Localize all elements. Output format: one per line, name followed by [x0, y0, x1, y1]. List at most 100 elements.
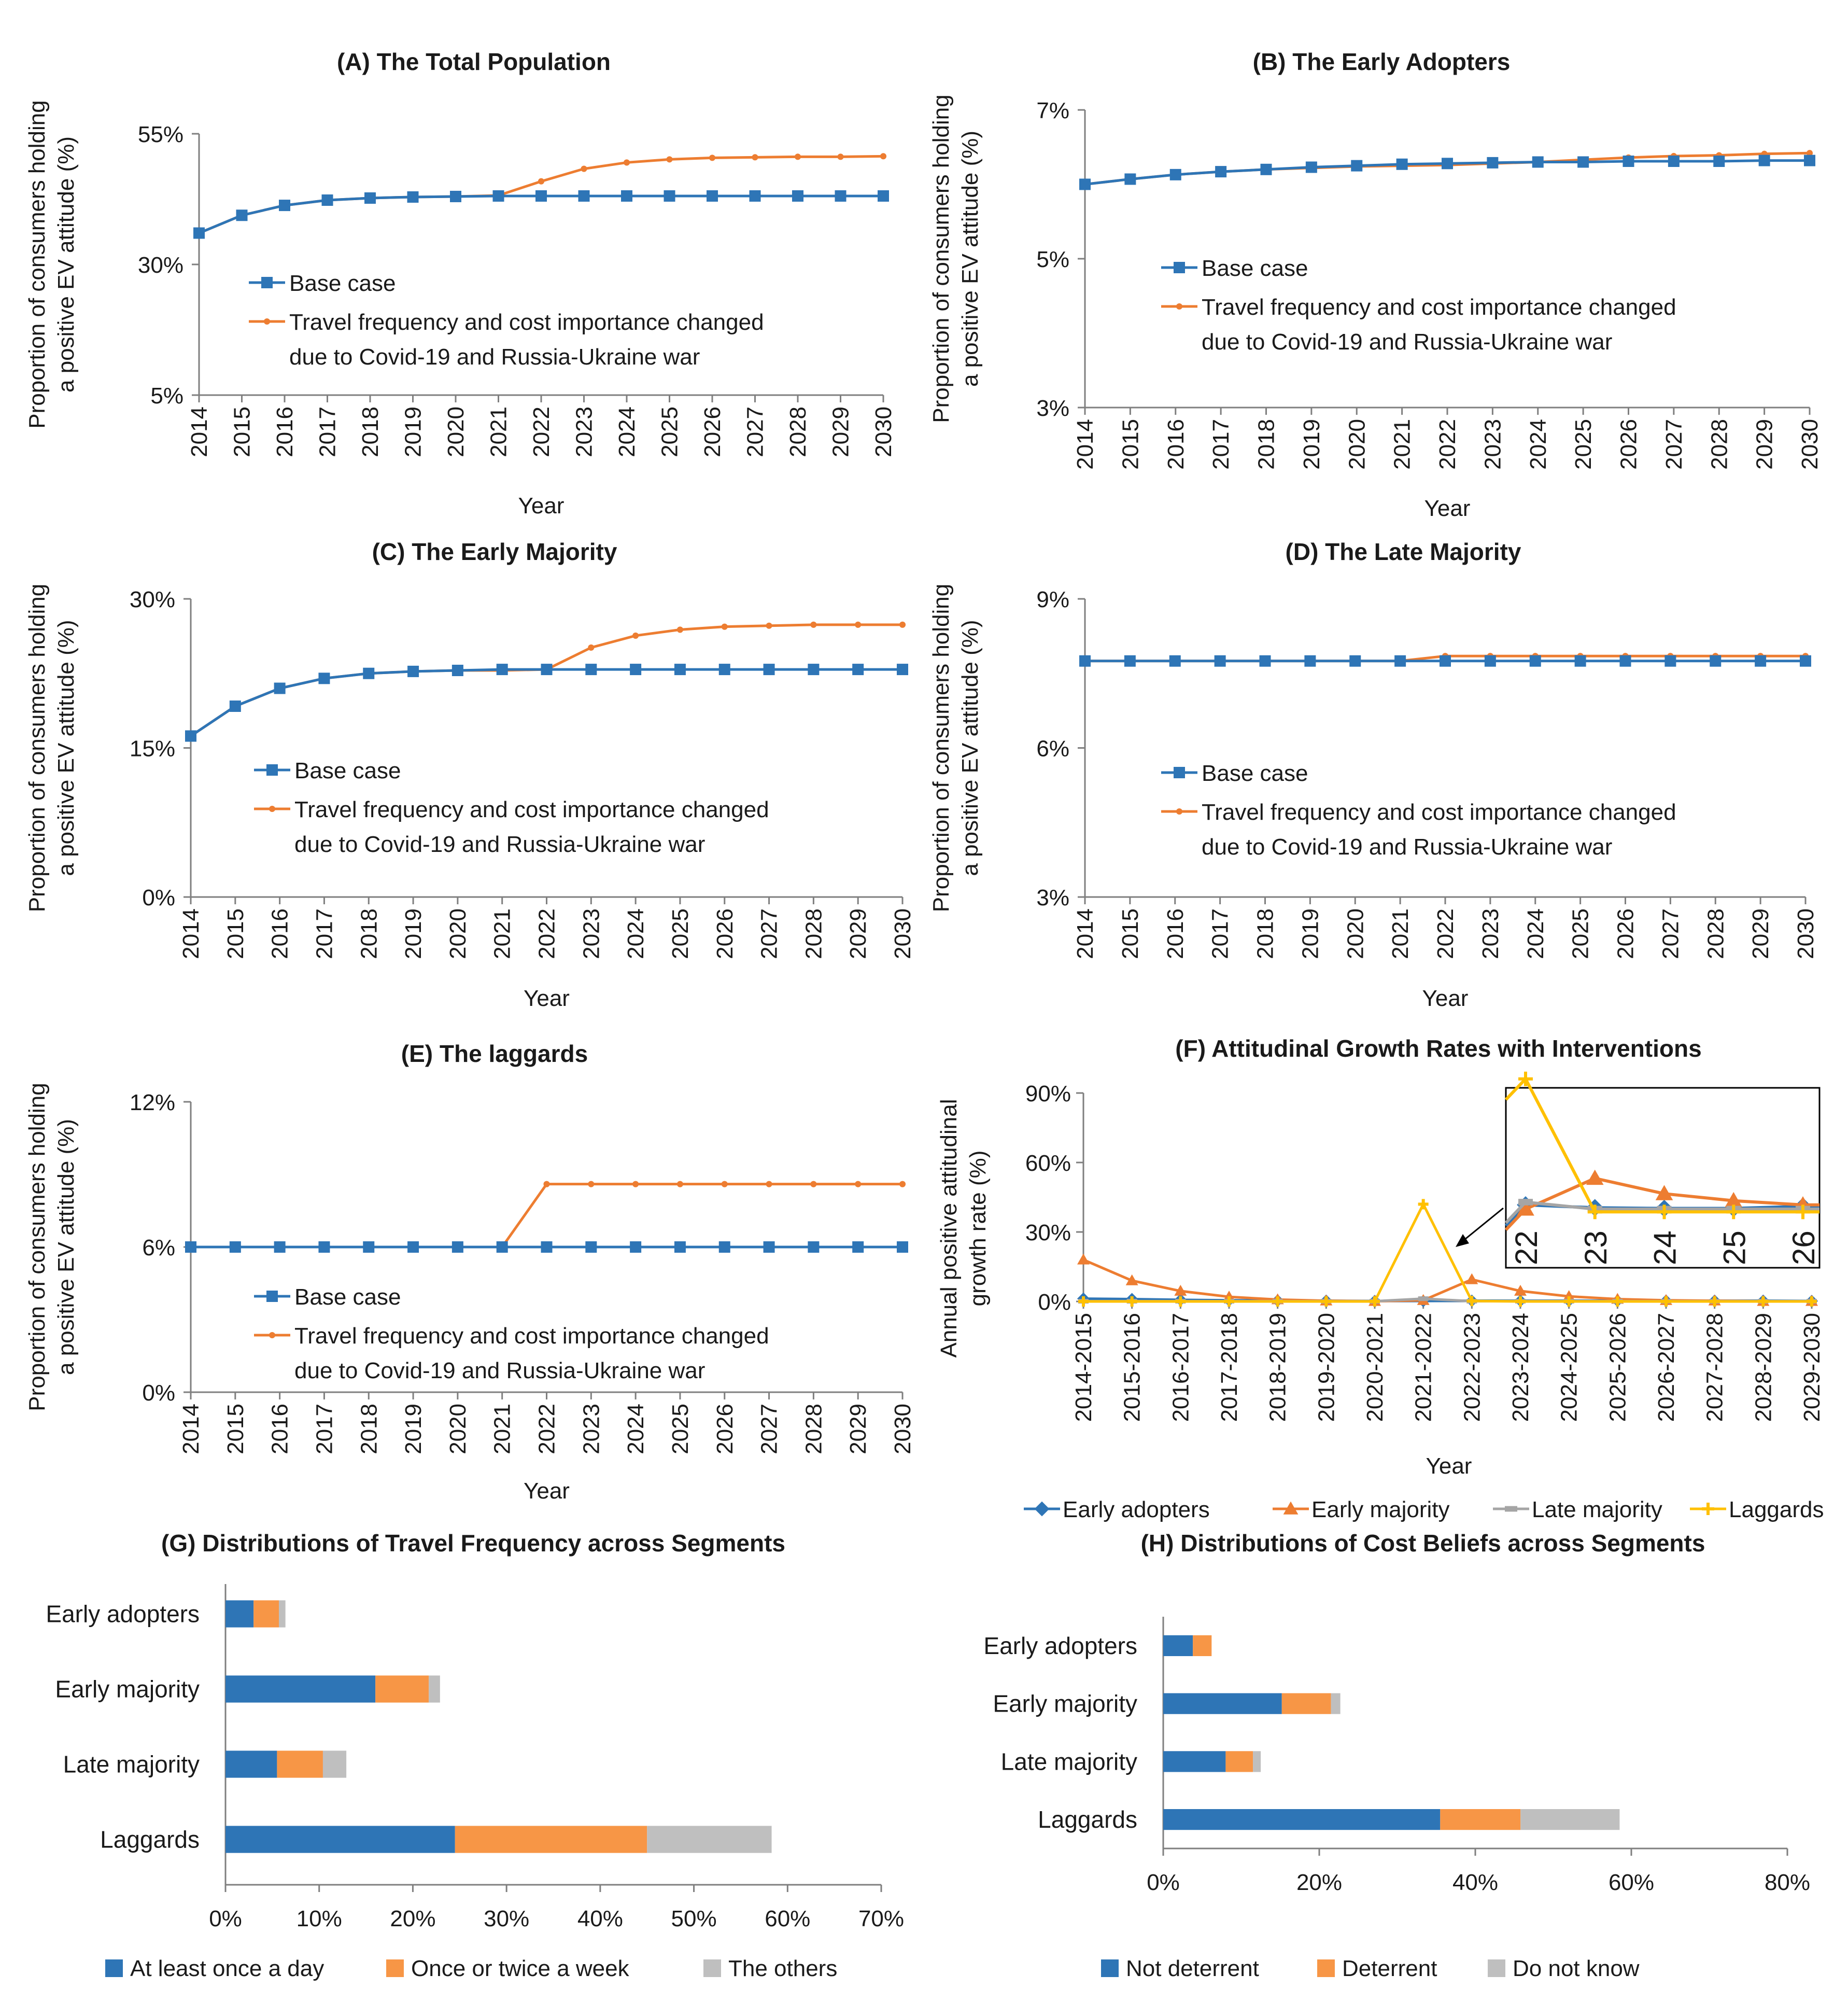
bar-segment-gray_bar [647, 1826, 772, 1853]
inset-x-label: 22 [1509, 1230, 1544, 1265]
x-axis-label: Year [524, 986, 570, 1011]
y-axis-label: Proportion of consumers holding [24, 1083, 50, 1411]
legend-swatch-gray_bar [703, 1959, 721, 1977]
data-point-blue [792, 190, 803, 202]
x-tick-label: 2027 [757, 908, 782, 959]
x-tick-label: 2015 [1118, 419, 1143, 470]
data-point-orange [666, 156, 673, 163]
data-point-blue [364, 192, 376, 204]
category-label: Early majority [55, 1676, 200, 1703]
x-tick-label: 2028 [801, 1404, 826, 1454]
data-point-blue [535, 190, 547, 202]
data-point-orange [880, 153, 887, 160]
x-tick-label: 2025 [668, 908, 693, 959]
legend-label: Deterrent [1342, 1956, 1437, 1981]
data-point-orange [855, 621, 862, 628]
x-tick-label: 2016-2017 [1168, 1313, 1193, 1422]
bar-segment-gray_bar [1520, 1809, 1620, 1830]
x-tick-label: 2028 [1706, 419, 1732, 470]
data-point-blue [852, 664, 864, 676]
x-tick-label: 60% [1609, 1870, 1654, 1895]
bar-segment-orange_bar [1193, 1635, 1212, 1656]
legend-label: Laggards [1729, 1497, 1824, 1522]
inset-point-gray [1518, 1199, 1533, 1206]
series-line-orange [191, 1183, 902, 1249]
x-tick-label: 2021 [1388, 908, 1413, 959]
callout-arrow [1461, 1207, 1504, 1243]
bar-segment-blue [225, 1600, 254, 1628]
data-point-yellow-v [1130, 1296, 1134, 1307]
data-point-yellow-v [1810, 1296, 1813, 1307]
category-label: Early adopters [983, 1632, 1137, 1659]
bar-segment-orange_bar [455, 1826, 647, 1853]
series-line-yellow [1083, 1201, 1812, 1303]
x-tick-label: 2020 [1343, 908, 1368, 959]
y-tick-label: 30% [1025, 1220, 1071, 1245]
x-tick-label: 2022 [1435, 419, 1460, 470]
x-tick-label: 2023 [579, 1404, 604, 1454]
data-point-blue [1124, 173, 1136, 185]
data-point-blue [236, 209, 248, 221]
data-point-blue [1755, 655, 1767, 667]
data-point-orange [899, 1181, 906, 1187]
y-tick-label: 0% [1038, 1290, 1071, 1315]
data-point-orange [1125, 1274, 1138, 1285]
inset-x-label: 24 [1648, 1230, 1683, 1265]
legend-label: Travel frequency and cost importance cha… [289, 310, 764, 335]
x-tick-label: 2025-2026 [1605, 1313, 1630, 1422]
data-point-blue [450, 190, 461, 202]
data-point-blue [664, 190, 675, 202]
legend-label: due to Covid-19 and Russia-Ukraine war [289, 344, 700, 370]
data-point-orange [837, 153, 844, 160]
x-tick-label: 2019 [1299, 419, 1324, 470]
legend-marker-blue [1174, 767, 1185, 778]
x-tick-label: 2014-2015 [1071, 1313, 1096, 1422]
legend-label: Late majority [1532, 1497, 1662, 1522]
data-point-blue [763, 1241, 775, 1253]
x-axis-label: Year [1422, 986, 1469, 1011]
legend-label: Do not know [1513, 1956, 1640, 1981]
x-tick-label: 2019-2020 [1314, 1313, 1339, 1422]
x-tick-label: 50% [671, 1906, 717, 1931]
x-tick-label: 2026 [712, 1404, 738, 1454]
legend-marker-orange [269, 1332, 276, 1339]
data-point-blue [274, 1241, 286, 1253]
data-point-orange [752, 154, 758, 161]
y-axis-label: a positive EV attitude (%) [53, 620, 79, 876]
x-tick-label: 2026 [712, 908, 738, 959]
y-tick-label: 60% [1025, 1151, 1071, 1176]
legend-label: Base case [294, 1284, 401, 1310]
x-tick-label: 2018-2019 [1265, 1313, 1291, 1422]
bar-segment-blue [225, 1750, 277, 1778]
legend-label: due to Covid-19 and Russia-Ukraine war [294, 1358, 705, 1383]
data-point-orange [766, 1181, 772, 1187]
y-tick-label: 12% [130, 1090, 175, 1115]
data-point-orange [810, 621, 817, 628]
inset-point-yellow-v [1801, 1204, 1804, 1220]
x-tick-label: 40% [577, 1906, 623, 1931]
data-point-blue [1532, 156, 1544, 168]
data-point-yellow-v [1519, 1296, 1522, 1307]
data-point-blue [585, 1241, 597, 1253]
data-point-blue [1215, 166, 1227, 178]
inset-point-orange [1655, 1185, 1673, 1200]
y-axis-label: a positive EV attitude (%) [957, 620, 983, 876]
y-tick-label: 6% [1036, 736, 1069, 762]
data-point-yellow-v [1761, 1296, 1765, 1307]
x-tick-label: 2022 [529, 407, 554, 457]
legend-swatch-gray_bar [1488, 1959, 1505, 1977]
category-label: Late majority [1001, 1748, 1137, 1775]
y-axis-label: growth rate (%) [965, 1151, 991, 1307]
inset-x-label: 26 [1786, 1230, 1821, 1265]
x-tick-label: 2014 [178, 908, 204, 959]
chart-title: (A) The Total Population [337, 48, 611, 75]
x-tick-label: 10% [297, 1906, 342, 1931]
data-point-blue [229, 1241, 241, 1253]
chart-panel-A: (A) The Total Population 5% 30% 55% 2014 2015… [24, 48, 896, 519]
data-point-orange [1514, 1284, 1527, 1296]
data-point-yellow-v [1276, 1296, 1279, 1307]
x-tick-label: 20% [390, 1906, 435, 1931]
inset-x-label: 23 [1578, 1230, 1613, 1265]
chart-panel-F: (F) Attitudinal Growth Rates with Interv… [936, 1035, 1825, 1522]
data-point-yellow-v [1567, 1296, 1571, 1307]
